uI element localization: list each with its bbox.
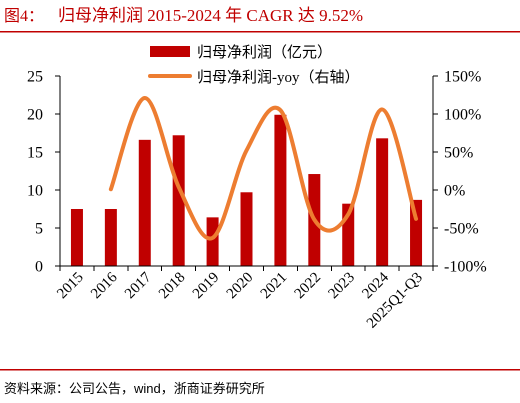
figure-number: 图4： <box>4 8 44 25</box>
yoy-point-2017 <box>143 96 147 100</box>
legend-bar-label: 归母净利润（亿元） <box>197 44 332 61</box>
left-tick-label: 5 <box>35 221 43 238</box>
x-tick-label: 2019 <box>190 270 223 303</box>
bar-2020 <box>240 192 253 266</box>
yoy-point-2025Q1-Q3 <box>414 217 418 221</box>
x-tick-label: 2023 <box>326 270 359 303</box>
left-tick-label: 15 <box>27 145 43 162</box>
right-tick-label: 100% <box>444 107 481 124</box>
left-tick-label: 25 <box>27 69 43 86</box>
bar-2015 <box>70 209 83 266</box>
line-series <box>108 96 419 241</box>
x-tick-label: 2020 <box>224 270 257 303</box>
x-tick-label: 2016 <box>88 269 121 302</box>
left-tick-label: 20 <box>27 107 43 124</box>
legend-bar-swatch <box>150 46 190 57</box>
yoy-point-2020 <box>245 148 249 152</box>
plot-area: 0 5 10 15 20 25 -100% -50% 0% 50% 100% 150% 2015 2016… <box>27 69 487 332</box>
left-tick-label: 0 <box>35 259 43 276</box>
yoy-point-2016 <box>109 187 113 191</box>
legend: 归母净利润（亿元） 归母净利润-yoy（右轴） <box>148 44 360 86</box>
figure-title: 归母净利润 2015-2024 年 CAGR 达 9.52% <box>58 6 363 25</box>
right-tick-label: 150% <box>444 69 481 86</box>
x-tick-label: 2015 <box>54 270 87 303</box>
yoy-point-2023 <box>346 212 350 216</box>
yoy-point-2021 <box>278 108 282 112</box>
title-rule <box>0 31 520 33</box>
yoy-line <box>108 96 419 241</box>
bar-2021 <box>274 114 287 266</box>
source-note: 资料来源：公司公告，wind，浙商证券研究所 <box>4 381 265 396</box>
bar-2025Q1-Q3 <box>410 199 423 266</box>
x-tick-label: 2017 <box>122 269 155 302</box>
right-tick-label: 0% <box>444 183 465 200</box>
bar-2018 <box>172 135 185 266</box>
yoy-point-2024 <box>380 107 384 111</box>
source-rule <box>0 369 520 371</box>
x-tick-label: 2022 <box>292 270 325 303</box>
yoy-point-2018 <box>177 185 181 189</box>
bar-2024 <box>376 138 389 266</box>
right-tick-label: 50% <box>444 145 473 162</box>
left-tick-label: 10 <box>27 183 43 200</box>
right-tick-label: -100% <box>444 259 487 276</box>
right-tick-label: -50% <box>444 221 479 238</box>
bar-2019 <box>206 217 219 266</box>
bar-2017 <box>138 139 151 266</box>
x-tick-label: 2021 <box>258 270 291 303</box>
yoy-point-2019 <box>211 236 215 240</box>
bar-2016 <box>104 209 117 266</box>
x-tick-label: 2018 <box>156 270 189 303</box>
yoy-point-2022 <box>312 218 316 222</box>
legend-line-label: 归母净利润-yoy（右轴） <box>197 69 360 86</box>
